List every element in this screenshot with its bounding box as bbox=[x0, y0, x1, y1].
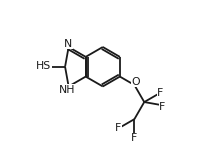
Text: F: F bbox=[115, 123, 121, 133]
Text: F: F bbox=[131, 133, 138, 143]
Text: NH: NH bbox=[59, 85, 75, 95]
Text: N: N bbox=[64, 39, 72, 49]
Text: F: F bbox=[157, 88, 164, 98]
Text: HS: HS bbox=[36, 61, 51, 71]
Text: F: F bbox=[159, 102, 165, 112]
Text: O: O bbox=[131, 77, 140, 87]
